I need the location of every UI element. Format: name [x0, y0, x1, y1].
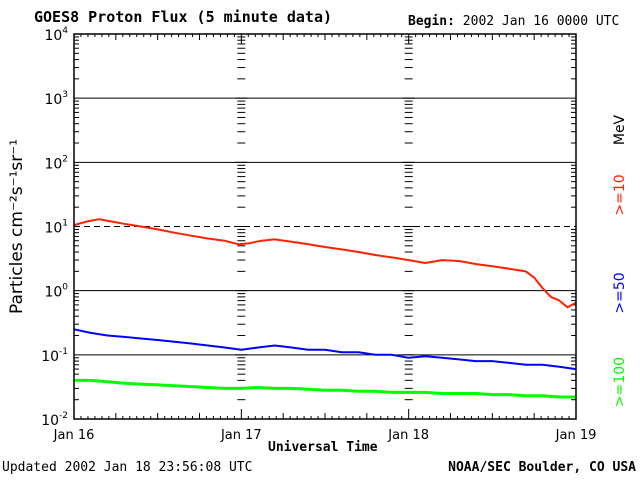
- credit-text: NOAA/SEC Boulder, CO USA: [448, 460, 636, 475]
- begin-label: Begin:: [408, 14, 455, 29]
- plot-frame: [73, 33, 577, 420]
- x-tick-label: Jan 19: [555, 428, 597, 443]
- y-axis-label: Particles cm⁻²s⁻¹sr⁻¹: [7, 139, 27, 314]
- y-tick-label: 102: [44, 154, 68, 172]
- legend-series-1: >=10: [612, 174, 628, 215]
- legend-unit: MeV: [612, 114, 628, 145]
- legend-series-2: >=50: [612, 272, 628, 313]
- x-tick-label: Jan 18: [387, 428, 429, 443]
- y-tick-label: 10-1: [41, 347, 68, 365]
- x-axis-label: Universal Time: [268, 440, 378, 455]
- x-tick-label: Jan 16: [53, 428, 95, 443]
- begin-value: 2002 Jan 16 0000 UTC: [462, 14, 620, 29]
- y-tick-label: 101: [44, 219, 68, 237]
- y-tick-label: 104: [44, 26, 68, 44]
- y-tick-label: 103: [44, 90, 68, 108]
- series-line-1: [73, 218, 577, 309]
- begin-time: Begin: 2002 Jan 16 0000 UTC: [408, 14, 619, 29]
- series-line-2: [73, 328, 577, 371]
- y-tick-label: 10-2: [41, 411, 68, 429]
- chart-title: GOES8 Proton Flux (5 minute data): [34, 8, 333, 26]
- series-line-3: [74, 378, 576, 399]
- x-tick-label: Jan 17: [220, 428, 262, 443]
- updated-timestamp: Updated 2002 Jan 18 23:56:08 UTC: [2, 460, 252, 475]
- y-tick-label: 100: [44, 283, 68, 301]
- updated-value: 2002 Jan 18 23:56:08 UTC: [64, 460, 253, 475]
- legend-series-3: >=100: [612, 357, 628, 407]
- updated-label: Updated: [2, 460, 57, 475]
